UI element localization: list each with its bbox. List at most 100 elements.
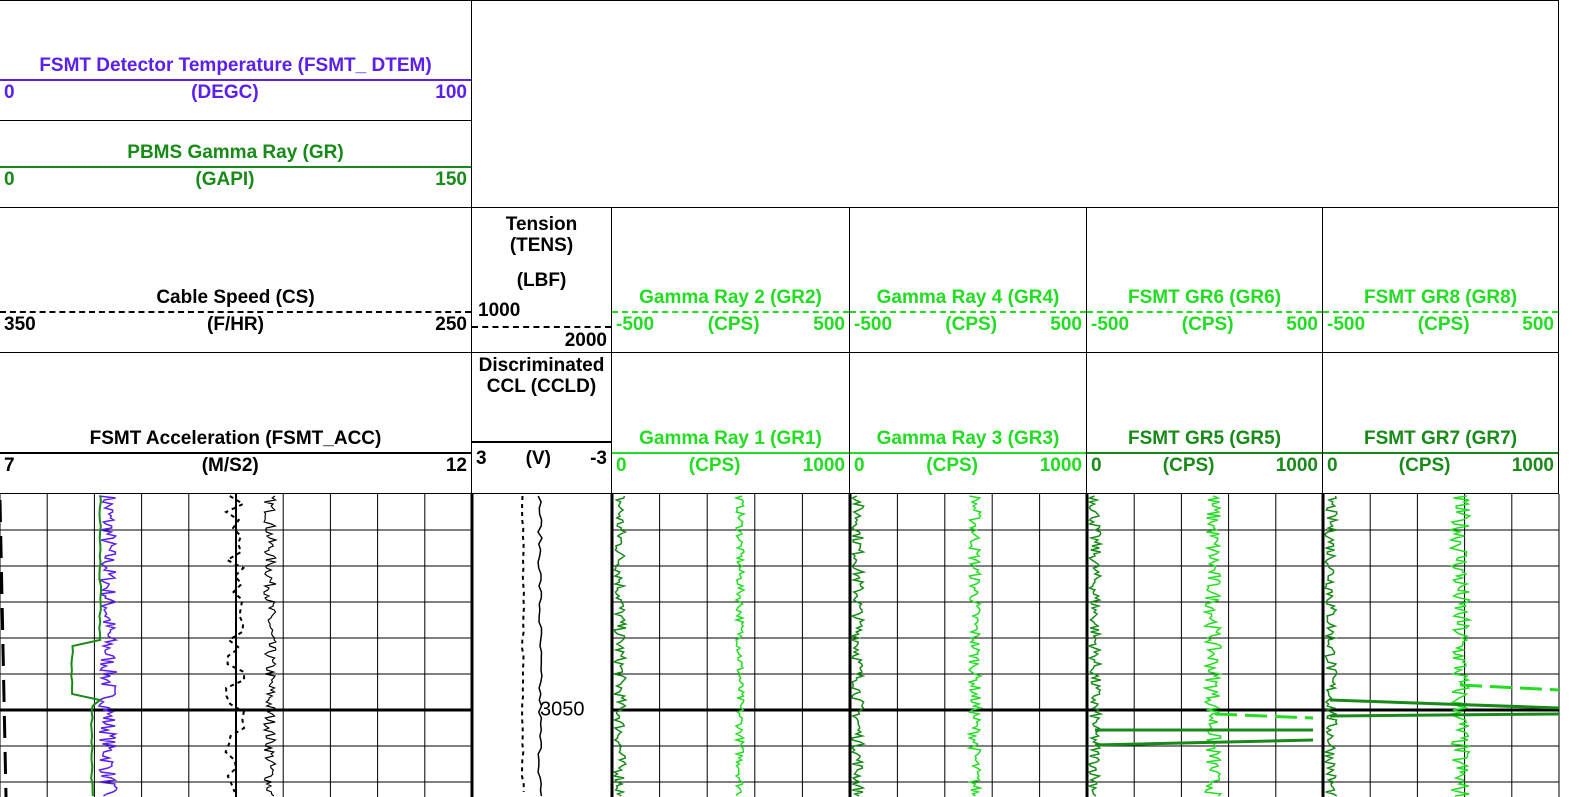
scale-left: 350 xyxy=(4,314,36,335)
scale-rule xyxy=(612,311,849,313)
scale-left: 0 xyxy=(4,82,15,103)
scale-row: -500 (CPS) 500 xyxy=(854,315,1082,335)
header-cell: FSMT GR7 (GR7) 0 (CPS) 1000 xyxy=(1323,353,1559,494)
log-curve xyxy=(611,495,628,797)
scale-rule xyxy=(472,441,611,443)
header-cell: FSMT Acceleration (FSMT_ACC) 7 (M/S2) 12 xyxy=(0,353,472,494)
scale-row: -500 (CPS) 500 xyxy=(616,315,845,335)
curve-title: Gamma Ray 3 (GR3) xyxy=(876,428,1060,449)
scale-rule xyxy=(0,452,471,454)
scale-left: 0 xyxy=(4,169,15,190)
log-curve xyxy=(849,495,867,797)
header-cell: FSMT GR5 (GR5) 0 (CPS) 1000 xyxy=(1087,353,1323,494)
header-cell: Gamma Ray 4 (GR4) -500 (CPS) 500 xyxy=(850,208,1087,353)
scale-right: 12 xyxy=(445,455,467,476)
scale-row: 350 (F/HR) 250 xyxy=(4,315,467,335)
curve-title: PBMS Gamma Ray (GR) xyxy=(127,142,344,163)
curve-title: Tension (TENS) xyxy=(505,214,578,256)
header-cell: PBMS Gamma Ray (GR) 0 (GAPI) 150 xyxy=(0,121,472,208)
scale-left: -500 xyxy=(1091,314,1130,335)
scale-row: -500 (CPS) 500 xyxy=(1327,315,1554,335)
log-curve xyxy=(1202,495,1223,797)
scale-unit: (CPS) xyxy=(707,314,760,335)
log-curve xyxy=(1086,495,1104,797)
scale-unit: (M/S2) xyxy=(201,455,259,476)
scale-unit: (CPS) xyxy=(1162,455,1215,476)
header-cell: FSMT GR8 (GR8) -500 (CPS) 500 xyxy=(1323,208,1559,353)
scale-left: -500 xyxy=(616,314,655,335)
scale-row: 0 (CPS) 1000 xyxy=(1327,456,1554,476)
scale-rule xyxy=(0,166,471,168)
curve-title: Gamma Ray 1 (GR1) xyxy=(639,428,822,449)
scale-rule xyxy=(1323,452,1558,454)
log-curve xyxy=(1448,495,1473,797)
header-cell: Tension (TENS) (LBF) 1000 2000 xyxy=(472,208,612,353)
scale-right: 1000 xyxy=(1511,455,1554,476)
curve-title: FSMT Acceleration (FSMT_ACC) xyxy=(89,428,382,449)
scale-rule xyxy=(850,311,1086,313)
scale-left: 7 xyxy=(4,455,15,476)
log-curve xyxy=(966,495,984,797)
log-curve xyxy=(1329,698,1560,718)
scale-row: 7 (M/S2) 12 xyxy=(4,456,467,476)
scale-unit: (CPS) xyxy=(688,455,741,476)
scale-unit: (CPS) xyxy=(945,314,998,335)
header-cell: Cable Speed (CS) 350 (F/HR) 250 xyxy=(0,208,472,353)
scale-unit: (F/HR) xyxy=(207,314,264,335)
curve-unit: (LBF) xyxy=(516,270,567,291)
scale-right: 500 xyxy=(1286,314,1318,335)
depth-tick xyxy=(0,499,8,797)
header-cell: FSMT GR6 (GR6) -500 (CPS) 500 xyxy=(1087,208,1323,353)
blank-header xyxy=(472,0,1559,208)
scale-rule xyxy=(0,311,471,313)
curve-title: Discriminated CCL (CCLD) xyxy=(478,355,605,397)
header-cell: Gamma Ray 2 (GR2) -500 (CPS) 500 xyxy=(612,208,850,353)
scale-rule xyxy=(612,452,849,454)
curve-title: FSMT GR7 (GR7) xyxy=(1363,428,1518,449)
scale-unit: (CPS) xyxy=(926,455,979,476)
scale-row: 0 (CPS) 1000 xyxy=(1091,456,1318,476)
scale-row: 0 (CPS) 1000 xyxy=(616,456,845,476)
scale-rule xyxy=(1087,452,1322,454)
curve-title: Cable Speed (CS) xyxy=(156,287,315,308)
scale-row: 0 (GAPI) 150 xyxy=(4,170,467,190)
scale-left: 3 xyxy=(476,448,487,469)
scale-left: 0 xyxy=(1091,455,1102,476)
log-curve xyxy=(262,495,278,797)
scale-right: 150 xyxy=(435,169,467,190)
scale-unit: (V) xyxy=(525,448,551,469)
scale-right: 2000 xyxy=(564,330,607,351)
scale-unit: (CPS) xyxy=(1417,314,1470,335)
scale-right: 100 xyxy=(435,82,467,103)
log-curve xyxy=(1214,683,1560,720)
scale-unit: (DEGC) xyxy=(191,82,259,103)
scale-unit: (CPS) xyxy=(1181,314,1234,335)
header-cell: FSMT Detector Temperature (FSMT_ DTEM) 0 (… xyxy=(0,0,472,121)
scale-left: -500 xyxy=(854,314,893,335)
scale-row: 3 (V) -3 xyxy=(476,449,607,469)
curve-title: Gamma Ray 2 (GR2) xyxy=(639,287,822,308)
scale-unit: (CPS) xyxy=(1398,455,1451,476)
scale-right: 500 xyxy=(1050,314,1082,335)
curve-title: FSMT GR8 (GR8) xyxy=(1363,287,1518,308)
scale-right: -3 xyxy=(590,448,607,469)
scale-left: 0 xyxy=(854,455,865,476)
scale-right: 1000 xyxy=(1039,455,1082,476)
log-curve xyxy=(1094,728,1314,747)
depth-label: 3050 xyxy=(540,698,585,720)
scale-left: 0 xyxy=(616,455,627,476)
scale-right: 250 xyxy=(435,314,467,335)
log-curve xyxy=(520,495,525,792)
scale-unit: (GAPI) xyxy=(195,169,255,190)
header-cell: Gamma Ray 3 (GR3) 0 (CPS) 1000 xyxy=(850,353,1087,494)
scale-left: -500 xyxy=(1327,314,1366,335)
scale-rule xyxy=(850,452,1086,454)
curve-title: FSMT Detector Temperature (FSMT_ DTEM) xyxy=(39,55,432,76)
scale-rule xyxy=(1323,311,1558,313)
scale-rule xyxy=(472,326,611,328)
curve-title: Gamma Ray 4 (GR4) xyxy=(876,287,1060,308)
header-cell: Gamma Ray 1 (GR1) 0 (CPS) 1000 xyxy=(612,353,850,494)
log-curve xyxy=(224,495,246,793)
